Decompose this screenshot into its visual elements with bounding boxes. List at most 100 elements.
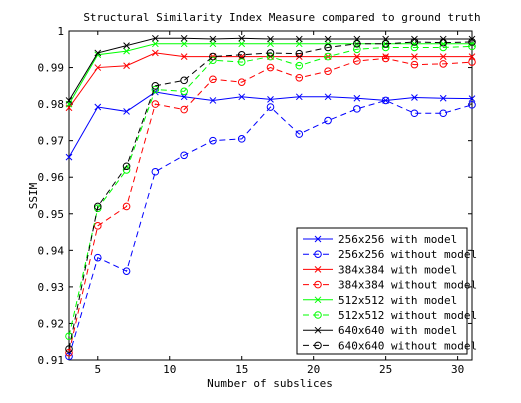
data-point <box>94 103 102 111</box>
data-point <box>209 56 217 65</box>
legend-marker <box>314 266 322 273</box>
data-point <box>468 38 476 46</box>
data-point <box>324 116 332 125</box>
y-tick-label: 0.93 <box>38 281 65 294</box>
data-point <box>180 151 188 160</box>
data-point <box>266 103 275 111</box>
y-tick-label: 0.98 <box>38 98 65 111</box>
data-point <box>295 35 303 43</box>
data-point <box>180 105 188 114</box>
data-point <box>123 47 130 55</box>
x-tick-label: 10 <box>163 363 176 376</box>
x-tick-label: 5 <box>94 363 101 376</box>
series-line <box>68 99 473 357</box>
legend-label: 256x256 without model <box>338 248 477 261</box>
data-point <box>295 130 304 138</box>
data-point <box>353 105 361 113</box>
data-point <box>295 73 304 82</box>
data-point <box>468 95 476 102</box>
legend-item: 640x640 with model <box>303 324 457 337</box>
series-line <box>68 41 473 350</box>
x-axis: 5 10 15 20 25 30 <box>94 31 464 376</box>
series-256x256-with-model <box>65 88 476 161</box>
data-point <box>237 78 246 86</box>
legend-label: 512x512 with model <box>338 294 457 307</box>
legend-marker <box>314 341 322 350</box>
data-point <box>439 43 448 52</box>
data-point <box>93 253 102 262</box>
data-point <box>65 348 73 357</box>
data-point <box>411 53 418 60</box>
data-point <box>266 63 275 72</box>
data-point <box>295 40 303 48</box>
data-point <box>122 162 131 171</box>
data-point <box>180 40 188 48</box>
legend-label: 640x640 without model <box>338 339 477 352</box>
legend-item: 512x512 with model <box>303 294 457 307</box>
y-tick-label: 0.96 <box>38 171 65 184</box>
data-point <box>209 35 217 43</box>
data-point <box>410 60 419 69</box>
data-point <box>151 82 160 90</box>
chart-title: Structural Similarity Index Measure comp… <box>83 11 480 24</box>
data-point <box>122 202 131 211</box>
data-point <box>324 52 332 61</box>
x-tick-label: 30 <box>451 363 464 376</box>
legend-label: 384x384 with model <box>338 263 457 276</box>
data-point <box>468 53 476 60</box>
legend-marker <box>314 280 322 289</box>
data-point <box>180 93 188 101</box>
data-point <box>410 38 419 46</box>
legend-label: 640x640 with model <box>338 324 457 337</box>
data-point <box>410 43 419 52</box>
y-axis-label: SSIM <box>27 182 40 209</box>
legend-item: 512x512 without model <box>303 309 477 322</box>
data-point <box>382 97 389 104</box>
data-point <box>439 109 448 118</box>
data-point <box>353 94 361 102</box>
data-point <box>65 332 73 341</box>
data-point <box>152 40 159 48</box>
data-point <box>209 136 217 145</box>
legend-label: 384x384 without model <box>338 279 477 292</box>
legend-item: 256x256 with model <box>303 233 457 246</box>
data-point <box>295 93 303 101</box>
series-256x256-without-model <box>65 96 476 361</box>
y-tick-label: 0.97 <box>38 135 65 148</box>
data-point <box>439 60 448 68</box>
data-point <box>353 57 361 65</box>
data-point <box>237 50 246 59</box>
y-tick-label: 0.99 <box>38 62 65 75</box>
data-point <box>123 42 130 49</box>
y-axis: 0.91 0.92 0.93 0.94 0.95 0.96 0.97 0.98 0.99 1 <box>38 25 472 367</box>
data-point <box>152 49 159 57</box>
x-axis-label: Number of subslices <box>207 377 333 390</box>
legend-item: 640x640 without model <box>303 339 477 352</box>
data-point <box>237 135 246 143</box>
data-point <box>295 49 304 58</box>
data-point <box>151 100 160 108</box>
data-point <box>93 222 102 230</box>
data-point <box>209 52 217 61</box>
data-point <box>65 352 73 361</box>
data-point <box>439 94 447 102</box>
data-point <box>295 61 304 70</box>
legend-marker <box>314 311 322 319</box>
x-tick-label: 25 <box>379 363 392 376</box>
legend-box <box>296 227 468 355</box>
data-point <box>180 76 188 85</box>
data-point <box>122 267 131 275</box>
data-point <box>151 167 160 176</box>
data-point <box>411 94 418 101</box>
series-layer <box>65 34 476 361</box>
data-point <box>266 49 275 57</box>
data-point <box>123 62 130 70</box>
data-point <box>468 101 476 109</box>
data-point <box>180 53 188 60</box>
data-point <box>152 34 159 42</box>
data-point <box>267 40 274 48</box>
y-tick-label: 0.92 <box>38 317 65 330</box>
series-line <box>68 57 473 353</box>
data-point <box>238 34 246 42</box>
